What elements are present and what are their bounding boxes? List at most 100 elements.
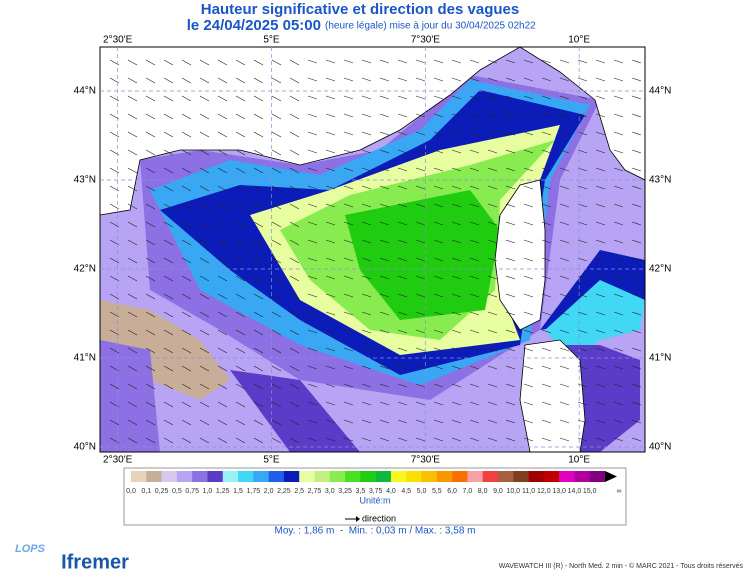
wave-arrow: [181, 77, 192, 84]
wave-arrow: [505, 239, 516, 244]
wave-arrow: [379, 113, 390, 118]
wave-arrow: [559, 365, 570, 370]
wave-arrow: [595, 77, 606, 82]
colorbar-label: 4,5: [401, 488, 411, 495]
wave-arrow: [307, 419, 318, 424]
title: Hauteur significative et direction des v…: [201, 1, 519, 18]
wave-arrow: [631, 77, 642, 82]
colorbar-label: 2,75: [308, 488, 322, 495]
wave-arrow: [145, 149, 156, 156]
wave-arrow: [613, 131, 624, 136]
colorbar-cell: [482, 471, 499, 482]
wave-arrow: [109, 221, 120, 228]
wave-arrow: [289, 257, 300, 264]
wave-arrow: [451, 329, 462, 334]
wave-arrow: [415, 257, 426, 262]
wave-arrow: [577, 149, 588, 154]
wave-arrow: [631, 419, 642, 424]
wave-arrow: [541, 329, 552, 334]
wave-arrow: [145, 437, 156, 444]
wave-arrow: [451, 365, 462, 370]
wave-arrow: [541, 365, 552, 370]
wave-arrow: [163, 347, 174, 354]
wave-arrow: [631, 383, 642, 388]
colorbar-cell: [559, 471, 575, 482]
wave-arrow: [199, 383, 210, 390]
wave-arrow: [145, 293, 156, 300]
x-tick-label: 2°30'E: [103, 35, 133, 46]
wave-arrow: [235, 257, 246, 264]
wave-arrow: [559, 221, 570, 226]
wave-arrow: [127, 59, 138, 66]
y-tick-label: 41°N: [649, 353, 671, 364]
wave-arrow: [505, 149, 516, 154]
wave-arrow: [505, 113, 516, 118]
wave-arrow: [145, 257, 156, 264]
wave-arrow: [541, 167, 552, 172]
wave-arrow: [127, 383, 138, 390]
wave-arrow: [613, 329, 624, 334]
y-tick-label: 44°N: [74, 86, 96, 97]
wave-arrow: [127, 221, 138, 228]
colorbar-cell: [222, 471, 239, 482]
wave-arrow: [415, 113, 426, 118]
wave-arrow: [415, 365, 426, 370]
wave-arrow: [559, 437, 570, 442]
wave-arrow: [541, 203, 552, 208]
wave-arrow: [271, 293, 282, 300]
wave-arrow: [523, 293, 534, 298]
wave-arrow: [415, 221, 426, 226]
wave-arrow: [289, 59, 300, 66]
wave-arrow: [289, 347, 300, 354]
colorbar-cell: [390, 471, 407, 482]
wave-arrow: [109, 347, 120, 354]
wave-arrow: [307, 329, 318, 334]
wave-arrow: [235, 347, 246, 354]
wave-arrow: [469, 221, 480, 226]
wave-arrow: [271, 113, 282, 120]
colorbar-cell: [375, 471, 392, 482]
wave-arrow: [199, 311, 210, 318]
colorbar-cell: [253, 471, 269, 482]
wave-arrow: [559, 77, 570, 82]
wave-arrow: [325, 383, 336, 388]
wave-arrow: [361, 437, 372, 442]
wave-arrow: [253, 365, 264, 372]
wave-arrow: [361, 365, 372, 370]
wave-arrow: [505, 347, 516, 352]
wave-arrow: [379, 401, 390, 406]
wave-arrow: [451, 239, 462, 244]
direction-arrow-head: [356, 516, 360, 522]
wave-arrow: [181, 311, 192, 318]
wave-arrow: [253, 311, 264, 318]
wave-arrow: [343, 167, 354, 172]
wave-arrow: [253, 95, 264, 102]
wave-arrow: [505, 203, 516, 208]
wave-arrow: [271, 347, 282, 354]
wave-arrow: [307, 347, 318, 352]
colorbar-label: 0,75: [185, 488, 199, 495]
wave-arrow: [523, 239, 534, 244]
wave-arrow: [487, 167, 498, 172]
colorbar-arrow: [605, 471, 617, 482]
wave-arrow: [343, 419, 354, 424]
wave-arrow: [631, 167, 642, 172]
wave-arrow: [631, 95, 642, 100]
wave-arrow: [361, 311, 372, 316]
wave-arrow: [325, 347, 336, 352]
wave-arrow: [613, 59, 624, 64]
wave-arrow: [145, 221, 156, 228]
wave-arrow: [577, 239, 588, 244]
colorbar-label: 9,0: [493, 488, 503, 495]
wave-arrow: [523, 59, 534, 64]
wave-arrow: [397, 149, 408, 154]
wave-arrow: [397, 329, 408, 334]
wave-arrow: [523, 257, 534, 262]
wave-arrow: [613, 77, 624, 82]
wave-arrow: [595, 257, 606, 262]
wave-arrow: [469, 347, 480, 352]
wave-arrow: [379, 239, 390, 244]
wave-arrow: [325, 293, 336, 298]
wave-arrow: [451, 59, 462, 64]
wave-arrow: [631, 347, 642, 352]
